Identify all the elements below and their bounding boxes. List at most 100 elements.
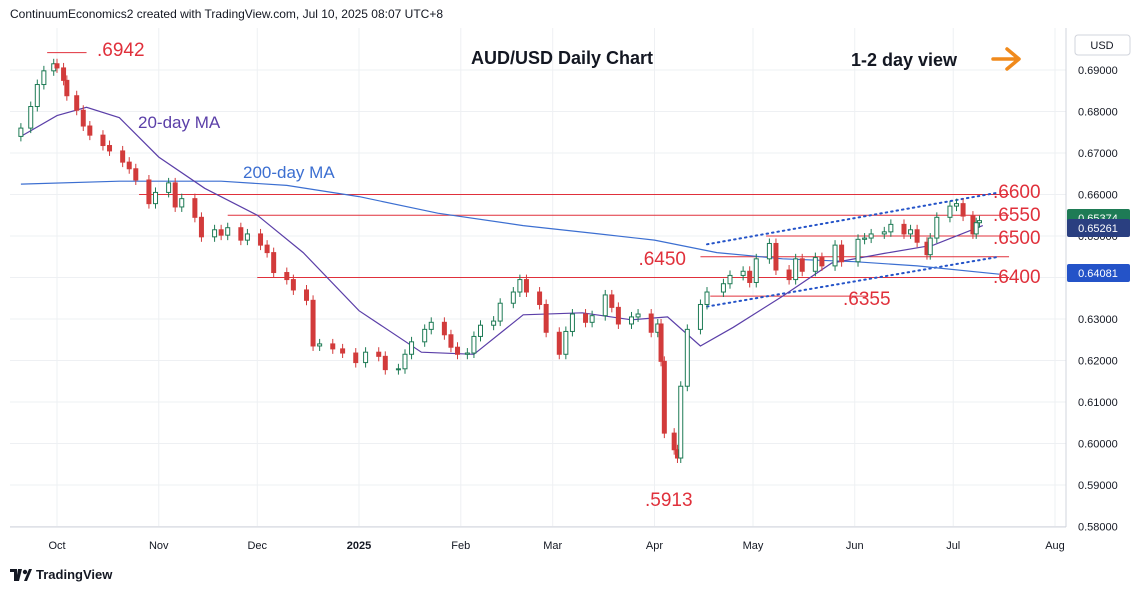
level-label: .5913 (645, 490, 693, 511)
candle-body (198, 216, 204, 238)
x-tick-label: Oct (48, 540, 65, 552)
candle-body (684, 328, 690, 387)
price-badge (1067, 219, 1130, 237)
channel-lines (706, 191, 1001, 308)
candle-body (212, 229, 218, 238)
candle-body (64, 79, 70, 97)
candle-body (477, 324, 483, 337)
candle-body (773, 242, 779, 271)
candle-body (330, 343, 336, 350)
candle-body (133, 168, 139, 181)
candle-body (954, 203, 960, 207)
candle-body (727, 274, 733, 285)
candle-body (238, 227, 244, 241)
candle-body (264, 244, 270, 254)
price-badge (1067, 264, 1130, 282)
x-tick-label: Mar (543, 540, 562, 552)
candle-body (258, 233, 264, 246)
ma20-label: 20-day MA (138, 113, 221, 132)
candle-body (927, 237, 933, 256)
channel-lower-line (706, 255, 1001, 308)
candle-body (881, 231, 887, 235)
candle-body (218, 229, 224, 236)
candle-body (629, 316, 635, 325)
x-tick-label: Aug (1045, 540, 1065, 552)
candle-body (18, 127, 24, 137)
candle-body (448, 334, 454, 348)
candle-body (464, 352, 470, 355)
candle-body (225, 227, 231, 236)
tradingview-brand: TradingView (36, 567, 113, 582)
price-badge-label: 0.65261 (1078, 223, 1118, 235)
currency-label: USD (1090, 40, 1113, 52)
ma20-line (20, 106, 984, 355)
candle-body (284, 272, 290, 281)
x-tick-label: Jul (946, 540, 960, 552)
price-badge-label: 0.64081 (1078, 268, 1118, 280)
candle-body (812, 257, 818, 272)
x-tick-label: May (743, 540, 764, 552)
y-tick-label: 0.62000 (1078, 356, 1118, 368)
candle-body (497, 302, 503, 322)
candle-body (290, 279, 296, 291)
candle-body (61, 67, 67, 81)
candle-body (569, 313, 575, 332)
y-tick-label: 0.61000 (1078, 397, 1118, 409)
candle-body (583, 313, 589, 323)
candle-body (556, 331, 562, 355)
candle-body (799, 258, 805, 272)
candle-body (973, 222, 979, 235)
y-tick-label: 0.60000 (1078, 439, 1118, 451)
x-tick-label: Feb (451, 540, 470, 552)
candle-body (510, 291, 516, 304)
x-tick-label: 2025 (347, 540, 371, 552)
candle-body (166, 182, 172, 193)
candle-body (839, 244, 845, 263)
candle-body (793, 258, 799, 281)
candle-body (747, 270, 753, 283)
candle-body (471, 335, 477, 354)
candle-body (976, 220, 982, 224)
candle-body (87, 125, 93, 136)
candle-body (455, 346, 461, 355)
candle-body (635, 313, 641, 318)
x-tick-label: Jun (846, 540, 864, 552)
candle-body (422, 328, 428, 343)
candle-body (648, 313, 654, 333)
level-label: .6550 (993, 205, 1041, 226)
chart-title: AUD/USD Daily Chart (471, 48, 653, 68)
candle-body (914, 229, 920, 243)
candle-body (409, 341, 415, 355)
candle-body (28, 106, 34, 129)
candle-body (353, 352, 359, 364)
candle-body (271, 252, 277, 274)
moving-averages: 20-day MA 200-day MA (20, 106, 1000, 355)
candle-body (740, 270, 746, 276)
candle-body (602, 294, 608, 317)
candle-body (543, 303, 549, 333)
level-label: .6400 (993, 267, 1041, 288)
level-lines: .6942 .6600.6550.6500 .6450 .6400 .6355 .5913 (47, 40, 1041, 511)
candle-body (395, 368, 401, 371)
x-tick-label: Dec (247, 540, 267, 552)
candle-body (74, 95, 80, 111)
level-label: .6942 (97, 40, 145, 61)
candle-body (697, 303, 703, 330)
chart-attribution: ContinuumEconomics2 created with Trading… (10, 7, 444, 21)
candle-body (317, 343, 323, 347)
candle-body (901, 223, 907, 235)
candle-body (537, 291, 543, 305)
tradingview-footer: TradingView (10, 567, 112, 582)
candle-body (766, 242, 772, 260)
candle-body (382, 355, 388, 371)
candle-body (862, 237, 868, 240)
candle-body (54, 63, 60, 69)
candle-body (786, 269, 792, 281)
candle-body (376, 351, 382, 357)
candle-body (868, 233, 874, 239)
y-tick-label: 0.68000 (1078, 107, 1118, 119)
candle-body (428, 321, 434, 330)
candle-body (100, 134, 106, 147)
candle-body (34, 84, 40, 108)
candle-body (661, 360, 667, 434)
